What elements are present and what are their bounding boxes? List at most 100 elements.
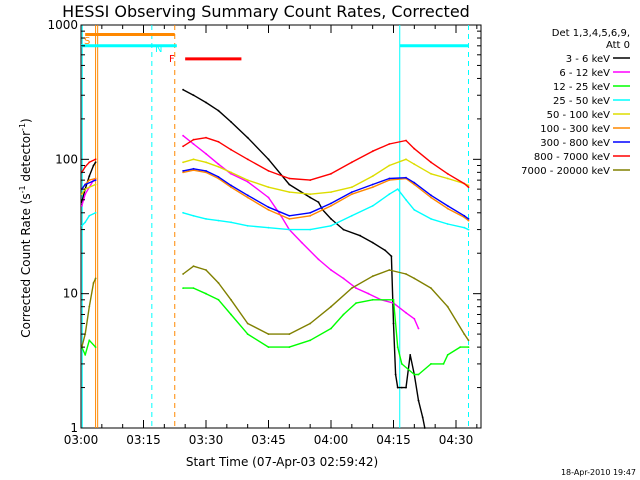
data-point-s4-g1-p3 <box>217 165 220 168</box>
data-point-s2-g1-p20 <box>446 354 449 356</box>
legend-label-5: 100 - 300 keV <box>540 124 610 135</box>
data-point-s1-g1-p1 <box>192 143 195 145</box>
plot-frame <box>80 24 482 429</box>
data-point-s6-g0-p2 <box>94 179 97 182</box>
data-point-s0-g1-p17 <box>392 322 395 325</box>
data-point-s3-g1-p18 <box>463 226 466 229</box>
data-point-s7-g0-p2 <box>88 161 91 164</box>
y-axis-label-mid: detector <box>19 131 33 186</box>
data-point-s1-g0-p1 <box>84 193 87 196</box>
data-point-s3-g0-p2 <box>88 214 91 217</box>
data-point-s5-g1-p5 <box>246 196 249 199</box>
data-point-s3-g0-p1 <box>84 221 87 224</box>
data-point-s0-g0-p3 <box>92 164 95 167</box>
legend: 3 - 6 keV 6 - 12 keV 12 - 25 keV 25 - 50 ke… <box>521 54 630 177</box>
flag-label-n: N <box>155 44 162 55</box>
data-point-s4-g1-p16 <box>446 177 449 180</box>
data-point-s7-g1-p4 <box>230 148 232 151</box>
series-line-7-seg-0 <box>81 158 96 173</box>
legend-label-2: 12 - 25 keV <box>553 82 610 93</box>
data-point-s3-g0-p3 <box>94 211 97 214</box>
data-point-s6-g1-p18 <box>467 218 470 220</box>
data-point-s2-g1-p13 <box>392 298 395 301</box>
data-point-s3-g1-p19 <box>467 228 470 231</box>
data-point-s2-g1-p21 <box>459 346 462 348</box>
data-point-s0-g1-p6 <box>267 158 270 161</box>
series-line-7-seg-1 <box>182 136 469 188</box>
data-point-s2-g1-p17 <box>417 373 420 376</box>
data-point-s3-g1-p16 <box>430 218 432 220</box>
data-point-s3-g1-p10 <box>350 214 353 217</box>
data-point-s4-g1-p15 <box>430 172 432 175</box>
data-point-s2-g0-p2 <box>88 339 91 342</box>
data-point-s6-g1-p6 <box>267 206 270 209</box>
series-line-3-seg-1 <box>182 188 469 231</box>
data-point-s8-g1-p14 <box>413 277 416 280</box>
data-point-s6-g1-p4 <box>230 184 232 187</box>
data-point-s1-g1-p11 <box>330 269 332 271</box>
data-point-s5-g0-p3 <box>94 177 97 180</box>
data-point-s2-g1-p5 <box>246 333 249 335</box>
data-point-s0-g1-p9 <box>317 201 320 204</box>
data-point-s1-g1-p9 <box>300 241 303 244</box>
data-point-s4-g1-p2 <box>205 161 207 164</box>
data-point-s6-g1-p16 <box>446 205 449 207</box>
data-point-s5-g1-p15 <box>430 196 432 199</box>
data-point-s0-g1-p22 <box>409 354 412 356</box>
data-point-s6-g1-p0 <box>182 170 185 172</box>
y-tick-label-0: 1 <box>70 421 78 435</box>
data-point-s3-g0-p0 <box>80 224 83 227</box>
data-point-s4-g1-p7 <box>288 191 291 194</box>
data-point-s6-g1-p8 <box>309 211 312 214</box>
series-line-4-seg-1 <box>182 158 469 195</box>
data-point-s2-g1-p7 <box>288 346 291 348</box>
data-point-s3-g1-p1 <box>192 214 195 217</box>
data-point-s1-g1-p0 <box>182 134 185 137</box>
data-point-s1-g1-p10 <box>317 258 320 261</box>
data-point-s7-g1-p11 <box>371 150 374 153</box>
data-point-s0-g1-p14 <box>371 241 374 244</box>
data-point-s0-g1-p16 <box>390 255 393 258</box>
legend-label-1: 6 - 12 keV <box>559 68 610 79</box>
data-point-s7-g1-p2 <box>205 136 207 139</box>
data-point-s0-g1-p0 <box>182 88 185 91</box>
data-point-s8-g1-p6 <box>267 333 270 335</box>
x-tick-label-0: 03:00 <box>64 433 99 447</box>
data-point-s2-g1-p15 <box>400 363 403 365</box>
flag-label-f: F <box>169 54 175 65</box>
data-point-s7-g1-p16 <box>446 172 449 175</box>
y-axis-ticks: 1 10 100 1000 <box>47 18 481 435</box>
data-point-s4-g1-p1 <box>192 158 195 161</box>
legend-label-0: 3 - 6 keV <box>566 54 610 65</box>
data-point-s2-g0-p1 <box>84 354 87 356</box>
vlines-group <box>81 25 469 428</box>
data-point-s4-g1-p13 <box>405 158 407 161</box>
data-point-s3-g1-p0 <box>182 211 185 214</box>
y-tick-label-3: 1000 <box>47 18 78 32</box>
data-point-s1-g1-p3 <box>217 163 220 166</box>
data-point-s4-g1-p9 <box>330 191 332 194</box>
data-point-s8-g1-p2 <box>205 269 207 271</box>
legend-header-2: Att 0 <box>606 40 630 51</box>
flag-label-s: S <box>84 36 90 47</box>
data-point-s6-g1-p2 <box>205 170 207 172</box>
series-line-8-seg-0 <box>81 278 97 348</box>
data-point-s6-g1-p13 <box>405 176 407 179</box>
data-point-s0-g1-p8 <box>309 196 312 199</box>
data-point-s1-g1-p19 <box>417 327 420 330</box>
data-point-s2-g1-p8 <box>309 339 312 342</box>
data-point-s5-g1-p12 <box>388 179 391 182</box>
data-point-s6-g1-p1 <box>192 167 195 170</box>
data-point-s4-g1-p0 <box>182 161 185 164</box>
data-point-s4-g1-p5 <box>246 179 249 182</box>
data-point-s3-g1-p6 <box>267 226 270 229</box>
data-point-s5-g1-p6 <box>267 209 270 211</box>
data-point-s0-g1-p26 <box>423 427 426 429</box>
data-point-s8-g1-p11 <box>371 275 374 278</box>
data-point-s2-g1-p16 <box>413 373 416 376</box>
data-point-s5-g1-p8 <box>309 214 312 217</box>
data-point-s0-g1-p18 <box>394 373 397 376</box>
data-point-s0-g1-p21 <box>405 386 407 389</box>
data-point-s4-g1-p12 <box>388 164 391 167</box>
series-line-2-seg-1 <box>183 287 469 376</box>
